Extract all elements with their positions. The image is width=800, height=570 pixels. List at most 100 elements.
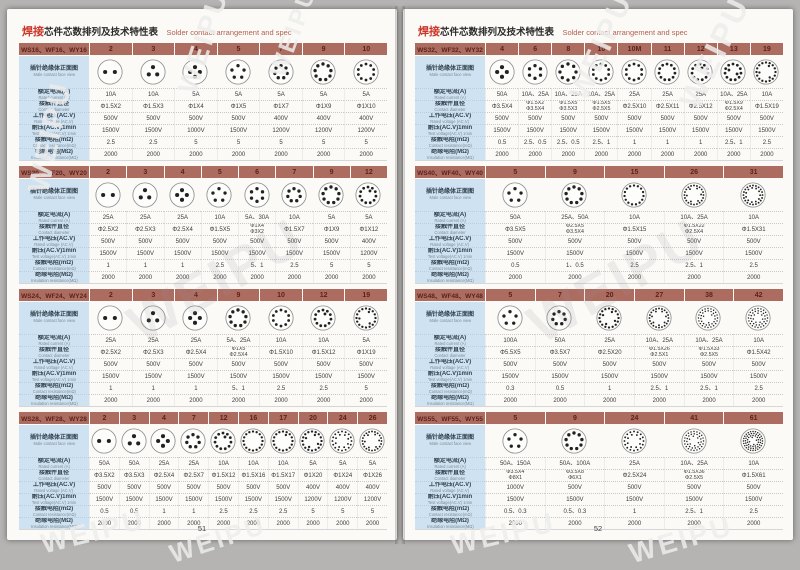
contact-diameter-value: Φ1.5X2 Φ3.5X4: [518, 100, 552, 112]
spec-table: WS16、WF16、WY16 2 3 4 5 7 9 10 插针绝缘体正面图 Male conta…: [19, 43, 387, 161]
rated-current-value: 50A: [485, 211, 545, 223]
face-view-cell: [617, 56, 650, 88]
row-label-en: Rated voltage (AC.V): [34, 242, 74, 247]
face-view-cell: [238, 425, 268, 457]
spec-table: WS40、WF40、WY40 5 9 15 26 31 插针绝缘体正面图 Male conta…: [415, 166, 783, 284]
contact-resistance-value: 5: [327, 505, 358, 517]
pin-count-header: 2: [90, 166, 127, 178]
insulation-resistance-value: 2000: [297, 517, 328, 529]
row-label-zh: 工作电压(AC.V): [32, 235, 76, 242]
pin-count-header: 20: [585, 289, 634, 301]
working-voltage-value: 500V: [584, 112, 618, 124]
insulation-resistance-value: 2000: [485, 148, 519, 160]
row-label-cell: 绝缘电阻(MΩ) Insulation resistance(MΩ): [19, 517, 89, 529]
insulation-resistance-value: 2000: [259, 394, 302, 406]
insulation-resistance-value: 2000: [89, 394, 132, 406]
page-title: 焊接芯件芯数排列及技术特性表 Solder contact arrangemen…: [7, 9, 397, 43]
row-label-en: Rated voltage (AC.V): [34, 119, 74, 124]
row-label-zh: 额定电流(A): [37, 211, 71, 218]
pin-count-header: 27: [635, 289, 684, 301]
connector-face-icon: [310, 305, 336, 331]
contact-diameter-value: Φ1.5X10: [259, 346, 302, 358]
test-voltage-value: 1500V: [634, 370, 684, 382]
contact-diameter-value: Φ1X20: [297, 469, 328, 481]
pin-count-header: 5: [486, 289, 535, 301]
row-label-en: Rated voltage (AC.V): [430, 365, 470, 370]
test-voltage-value: 1500V: [238, 247, 276, 259]
row-label-en: Insulation resistance(MΩ): [426, 155, 474, 160]
face-view-cell: [313, 179, 350, 211]
insulation-resistance-value: 2000: [534, 394, 585, 406]
test-voltage-value: 1500V: [485, 247, 545, 259]
pin-count-header: 24: [605, 412, 664, 424]
row-label-zh: 耐压(AC.V)1min: [427, 493, 473, 500]
row-label-cell: 耐压(AC.V)1min Test voltage(AC.V) 1min: [19, 370, 89, 382]
row-label-zh: 接触件直径: [434, 469, 465, 476]
row-label-en: Contact resistance(mΩ): [428, 389, 472, 394]
rated-current-value: 10A、25A: [551, 88, 585, 100]
face-view-cell: [208, 425, 238, 457]
row-label-en: Test voltage(AC.V) 1min: [31, 377, 77, 382]
contact-diameter-value: Φ1.5X31: [723, 223, 783, 235]
rated-current-value: 10A: [723, 457, 783, 469]
rated-current-value: 10A: [733, 334, 783, 346]
row-label-en: Rated current (A): [38, 464, 70, 469]
pin-count-header: 10: [585, 43, 618, 55]
row-label-cell: 工作电压(AC.V) Rated voltage (AC.V): [415, 112, 485, 124]
test-voltage-value: 1500V: [208, 493, 238, 505]
test-voltage-value: 1500V: [275, 247, 313, 259]
working-voltage-value: 400V: [327, 481, 358, 493]
rated-current-value: 50A、100A: [544, 457, 605, 469]
pin-count-header: 13: [717, 43, 750, 55]
page-number: 52: [593, 524, 603, 533]
pin-count-header: 7: [260, 43, 302, 55]
contact-diameter-value: Φ3.5X5: [485, 223, 545, 235]
row-label-cell: 接触件直径 Contact diameter: [415, 346, 485, 358]
row-label-zh: 额定电流(A): [37, 334, 71, 341]
face-view-cell: [89, 179, 126, 211]
pin-count-header: 5: [201, 166, 238, 178]
working-voltage-value: 500V: [216, 358, 260, 370]
pin-count-header: 9: [545, 412, 605, 424]
contact-diameter-value: Φ2.5X24: [604, 469, 664, 481]
working-voltage-value: 500V: [89, 112, 132, 124]
test-voltage-value: 1500V: [118, 493, 149, 505]
contact-diameter-value: Φ2.5X3: [131, 346, 175, 358]
working-voltage-value: 400V: [357, 481, 387, 493]
row-label-en: Rated voltage (AC.V): [430, 488, 470, 493]
row-label-zh: 工作电压(AC.V): [428, 112, 472, 119]
working-voltage-row: 工作电压(AC.V) Rated voltage (AC.V) 500V 500V 50…: [19, 235, 387, 247]
row-label-en: Male contact face view: [429, 318, 471, 324]
face-view-row: 插针绝缘体正面图 Male contact face view: [415, 56, 783, 88]
table-header-row: WS32、WF32、WY32 4 6 8 10 10M 11 12 13 19: [415, 43, 783, 56]
face-view-row: 插针绝缘体正面图 Male contact face view: [19, 302, 387, 334]
face-view-cell: [132, 302, 175, 334]
row-label-zh: 耐压(AC.V)1min: [31, 124, 77, 131]
insulation-resistance-row: 绝缘电阻(MΩ) Insulation resistance(MΩ) 2000 200…: [415, 517, 783, 529]
contact-resistance-value: 2.5: [237, 505, 268, 517]
pin-count-header: 7: [535, 289, 585, 301]
test-voltage-value: 1500V: [312, 247, 350, 259]
row-label-cell: 插针绝缘体正面图 Male contact face view: [415, 56, 485, 88]
row-label-cell: 插针绝缘体正面图 Male contact face view: [19, 179, 89, 211]
working-voltage-value: 500V: [237, 481, 268, 493]
row-label-zh: 接触电阻(mΩ): [430, 505, 470, 512]
insulation-resistance-value: 2000: [344, 394, 387, 406]
rated-current-value: 25A: [163, 211, 201, 223]
test-voltage-value: 1500V: [89, 493, 119, 505]
connector-face-icon: [502, 428, 528, 454]
working-voltage-value: 500V: [733, 358, 783, 370]
diameter-line: Φ1.5X33: [698, 346, 720, 352]
diameter-line: Φ2.5X5: [592, 105, 611, 112]
contact-resistance-row: 接触电阻(mΩ) Contact resistance(mΩ) 0.5 1、0.5 2.…: [415, 259, 783, 271]
connector-face-icon: [681, 182, 707, 208]
test-voltage-value: 1500V: [584, 124, 618, 136]
face-view-cell: [485, 56, 518, 88]
test-voltage-value: 1500V: [163, 247, 201, 259]
rated-current-row: 额定电流(A) Rated current (A) 100A 50A 25A 10A、25…: [415, 334, 783, 346]
face-view-cell: [717, 56, 750, 88]
rated-current-value: 10A、25A: [716, 88, 750, 100]
row-label-cell: 耐压(AC.V)1min Test voltage(AC.V) 1min: [415, 247, 485, 259]
contact-resistance-value: 5: [344, 382, 387, 394]
face-view-cell: [149, 425, 179, 457]
